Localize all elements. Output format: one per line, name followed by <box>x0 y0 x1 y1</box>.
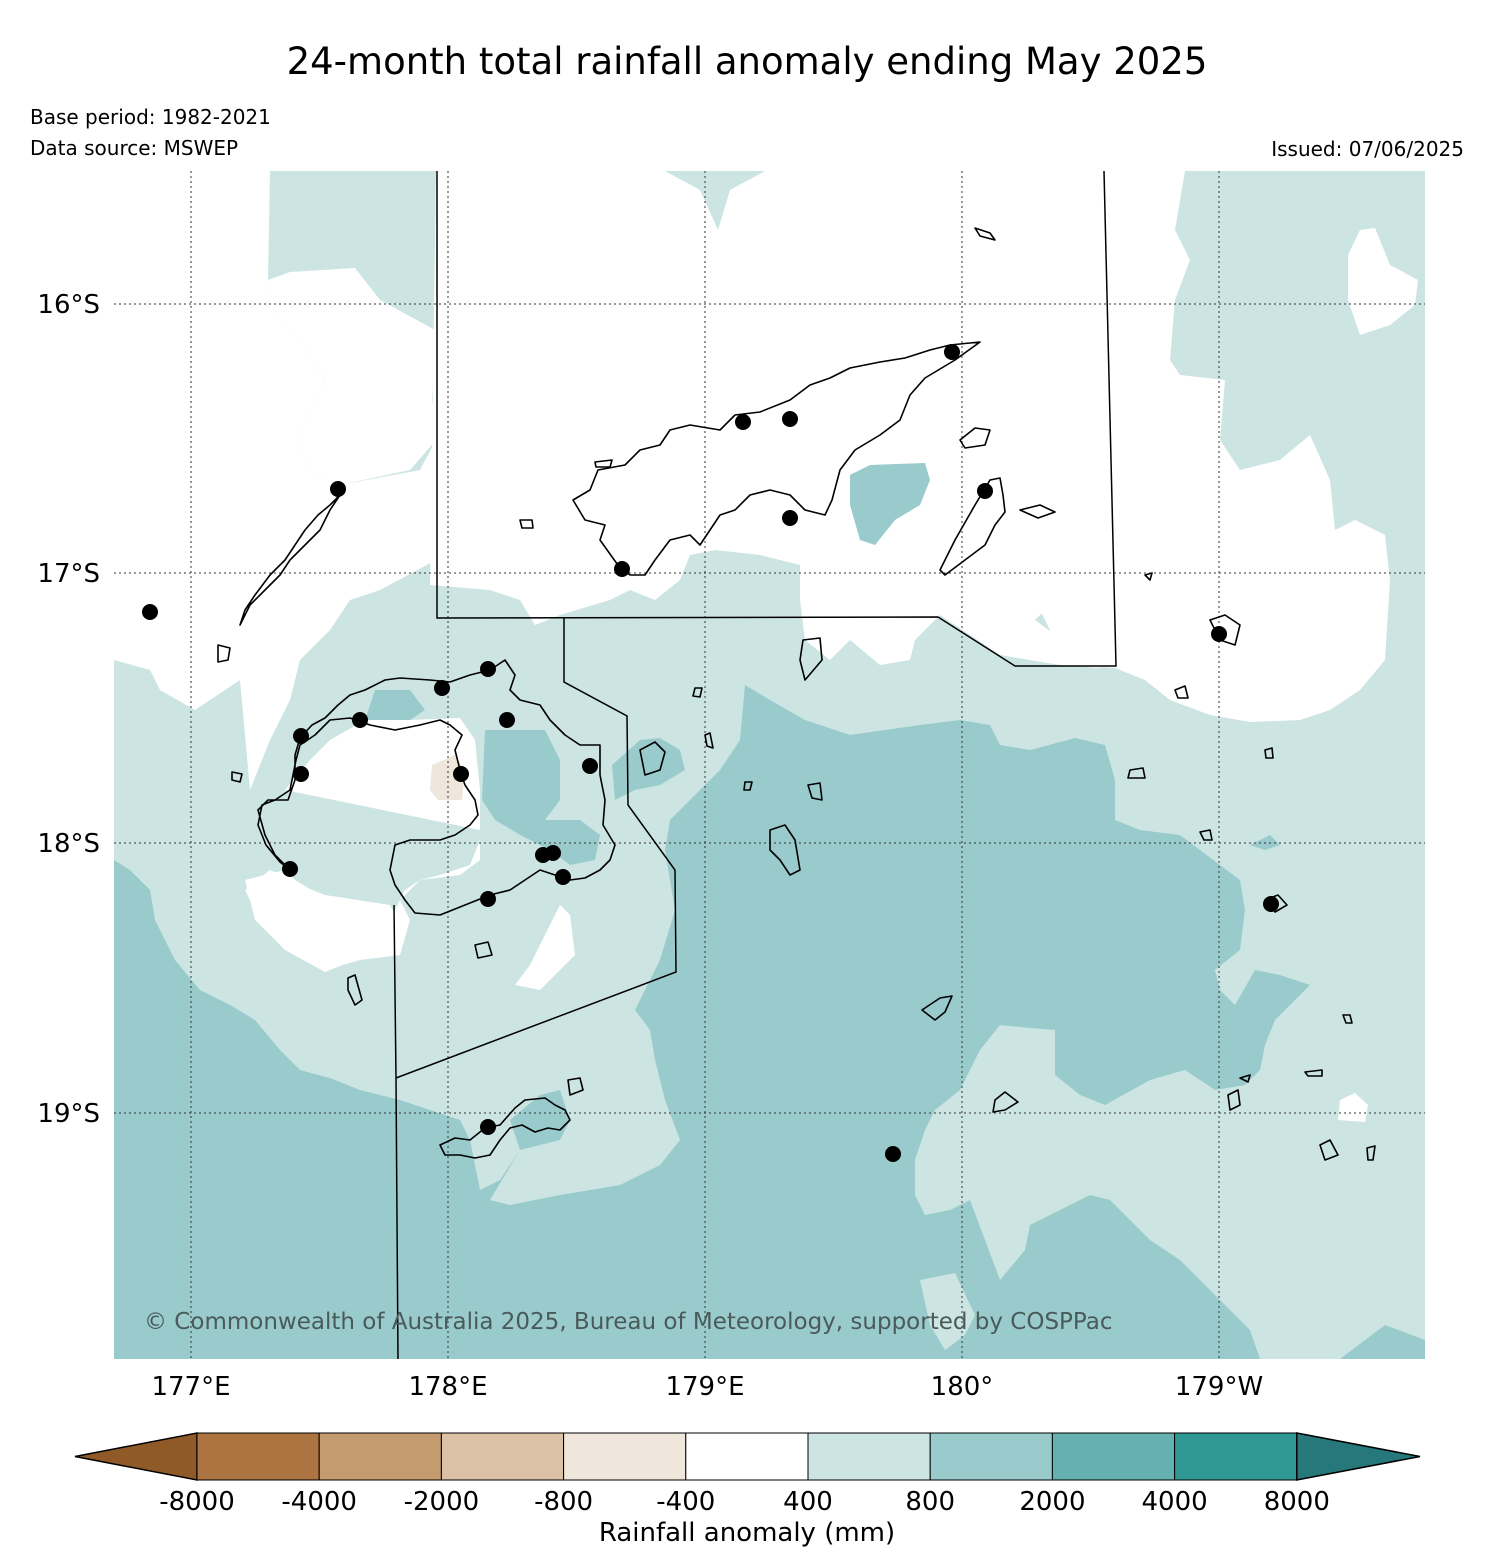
colorbar-tick-label: -2000 <box>404 1487 480 1517</box>
region-boundaries <box>393 171 1117 1359</box>
taveuni-outline <box>939 477 1006 576</box>
base-period: Base period: 1982-2021 <box>30 105 271 129</box>
map-title: 24-month total rainfall anomaly ending M… <box>286 40 1208 83</box>
lat-label-19s: 19°S <box>37 1099 100 1129</box>
colorbar-tick-label: -800 <box>534 1487 593 1517</box>
colorbar-extend-low <box>74 1432 198 1481</box>
yasawa-chain-outline <box>239 494 341 626</box>
colorbar-tick-label: 8000 <box>1264 1487 1330 1517</box>
colorbar-segment <box>807 1432 931 1481</box>
lon-label-177e: 177°E <box>151 1372 230 1402</box>
colorbar: -8000 -4000 -2000 -800 -400 400 800 2000 4000 800… <box>74 1432 1421 1517</box>
lon-label-180: 180° <box>931 1372 994 1402</box>
colorbar-tick-label: 2000 <box>1019 1487 1085 1517</box>
colorbar-tick-label: -8000 <box>159 1487 235 1517</box>
colorbar-segment <box>929 1432 1053 1481</box>
colorbar-segment <box>196 1432 320 1481</box>
lat-label-18s: 18°S <box>37 829 100 859</box>
lat-label-17s: 17°S <box>37 559 100 589</box>
colorbar-segment <box>440 1432 565 1481</box>
lat-label-16s: 16°S <box>37 290 100 320</box>
data-source: Data source: MSWEP <box>30 136 239 160</box>
copyright-notice: © Commonwealth of Australia 2025, Bureau… <box>144 1309 1113 1335</box>
colorbar-extend-high <box>1296 1432 1421 1481</box>
colorbar-segment <box>1174 1432 1298 1481</box>
lon-label-178e: 178°E <box>408 1372 487 1402</box>
colorbar-title: Rainfall anomaly (mm) <box>599 1518 895 1548</box>
stations <box>142 344 1279 1162</box>
vanua-levu-outline <box>572 341 981 576</box>
lon-label-179w: 179°W <box>1175 1372 1263 1402</box>
colorbar-tick-label: 4000 <box>1142 1487 1208 1517</box>
colorbar-segment <box>318 1432 442 1481</box>
colorbar-tick-label: 400 <box>783 1487 833 1517</box>
colorbar-tick-label: 800 <box>905 1487 955 1517</box>
anomaly-800-2000-areas <box>114 463 1425 1359</box>
viti-levu-outline <box>257 659 616 916</box>
issued-date: Issued: 07/06/2025 <box>1271 137 1464 161</box>
lon-label-179e: 179°E <box>665 1372 744 1402</box>
coastlines <box>217 227 1376 1161</box>
colorbar-tick-label: -400 <box>656 1487 715 1517</box>
colorbar-segment <box>563 1432 687 1481</box>
colorbar-tick-label: -4000 <box>281 1487 357 1517</box>
colorbar-segment <box>1051 1432 1176 1481</box>
map-frame: © Commonwealth of Australia 2025, Bureau… <box>114 171 1425 1359</box>
colorbar-segment <box>685 1432 809 1481</box>
anomaly-near-zero-areas <box>114 171 1418 1350</box>
